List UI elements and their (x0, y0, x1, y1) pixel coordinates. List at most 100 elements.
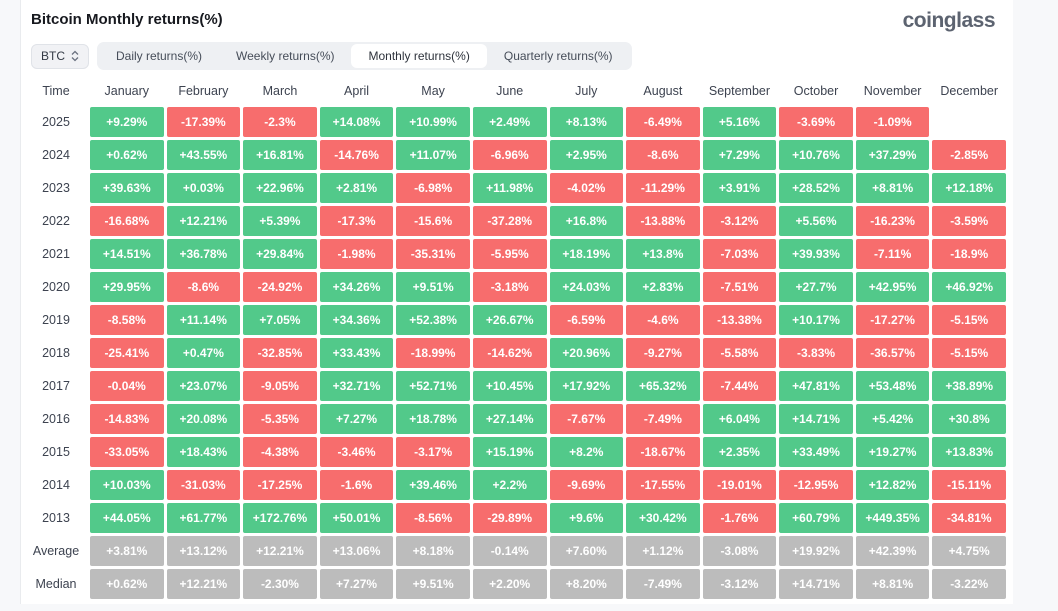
column-header-march: March (262, 84, 298, 98)
return-cell: +11.14% (166, 305, 241, 335)
return-cell: -5.95% (472, 239, 547, 269)
return-cell: +8.20% (549, 569, 624, 599)
return-cell: -11.29% (626, 173, 700, 203)
page-header: Bitcoin Monthly returns(%) coinglass (21, 0, 1013, 33)
return-cell: +2.81% (319, 173, 394, 203)
return-cell: -35.31% (396, 239, 470, 269)
return-cell: +16.81% (243, 140, 317, 170)
return-cell: +2.49% (472, 107, 547, 137)
return-cell: -17.39% (166, 107, 241, 137)
return-cell: +19.92% (779, 536, 853, 566)
table-header-row: Time January February March April May June July… (25, 82, 1006, 100)
return-cell: +9.6% (549, 503, 624, 533)
coinglass-logo[interactable]: coinglass (902, 9, 996, 32)
return-cell: -9.27% (626, 338, 700, 368)
column-header-january: January (104, 84, 150, 98)
symbol-selector-value: BTC (41, 49, 65, 63)
column-header-april: April (344, 84, 370, 98)
return-cell: -14.62% (472, 338, 547, 368)
return-cell: -4.02% (549, 173, 624, 203)
return-cell: +8.2% (549, 437, 624, 467)
return-cell: +12.82% (855, 470, 930, 500)
row-label-2018: 2018 (42, 346, 70, 360)
return-cell: -9.05% (243, 371, 317, 401)
column-header-october: October (793, 84, 839, 98)
row-label-2015: 2015 (42, 445, 70, 459)
return-cell: +2.35% (702, 437, 777, 467)
return-cell: -8.58% (90, 305, 164, 335)
return-cell: -24.92% (243, 272, 317, 302)
row-label-2022: 2022 (42, 214, 70, 228)
tab-daily[interactable]: Daily returns(%) (116, 49, 203, 63)
return-cell: +2.95% (549, 140, 624, 170)
return-cell: +65.32% (626, 371, 700, 401)
table-row: Median +0.62% +12.21% -2.30% +7.27% +9.51% +2.… (25, 569, 1006, 599)
return-cell: -4.38% (243, 437, 317, 467)
return-cell: +11.07% (396, 140, 470, 170)
return-cell: -6.98% (396, 173, 470, 203)
content-panel: Bitcoin Monthly returns(%) coinglass BTC… (20, 0, 1013, 604)
tab-quarterly[interactable]: Quarterly returns(%) (503, 49, 613, 63)
return-cell: -13.38% (702, 305, 777, 335)
return-cell: -5.58% (702, 338, 777, 368)
return-cell: +9.51% (396, 272, 470, 302)
return-cell: +39.93% (779, 239, 853, 269)
return-cell: -7.67% (549, 404, 624, 434)
return-cell: +34.26% (319, 272, 394, 302)
return-cell: -3.17% (396, 437, 470, 467)
return-cell: +0.47% (166, 338, 241, 368)
row-label-2025: 2025 (42, 115, 70, 129)
return-cell: -5.15% (932, 338, 1006, 368)
tab-monthly[interactable]: Monthly returns(%) (351, 44, 487, 68)
table-row: 2013 +44.05% +61.77% +172.76% +50.01% -8.56% -… (25, 503, 1006, 533)
return-cell: -9.69% (549, 470, 624, 500)
return-cell: -3.83% (779, 338, 853, 368)
return-cell: +8.81% (855, 569, 930, 599)
return-cell: -3.59% (932, 206, 1006, 236)
return-cell: +20.08% (166, 404, 241, 434)
return-cell: +8.13% (549, 107, 624, 137)
table-row: 2016 -14.83% +20.08% -5.35% +7.27% +18.78% +27… (25, 404, 1006, 434)
return-cell: -8.6% (626, 140, 700, 170)
return-cell: -7.51% (702, 272, 777, 302)
return-cell: +16.8% (549, 206, 624, 236)
return-cell: -8.6% (166, 272, 241, 302)
tab-weekly[interactable]: Weekly returns(%) (236, 49, 335, 63)
return-cell: +38.89% (932, 371, 1006, 401)
return-cell: +14.51% (90, 239, 164, 269)
return-cell: -1.6% (319, 470, 394, 500)
return-cell: +19.27% (855, 437, 930, 467)
column-header-may: May (421, 84, 445, 98)
return-cell: +449.35% (855, 503, 930, 533)
return-cell: +12.18% (932, 173, 1006, 203)
row-label-median: Median (35, 577, 77, 591)
return-cell: +20.96% (549, 338, 624, 368)
return-cell: -0.14% (472, 536, 547, 566)
column-header-september: September (708, 84, 771, 98)
return-cell: -18.99% (396, 338, 470, 368)
return-cell: +14.71% (779, 404, 853, 434)
return-cell: -18.67% (626, 437, 700, 467)
return-cell: +1.12% (626, 536, 700, 566)
return-cell: -3.22% (932, 569, 1006, 599)
return-cell: +18.78% (396, 404, 470, 434)
table-row: 2017 -0.04% +23.07% -9.05% +32.71% +52.71% +10… (25, 371, 1006, 401)
row-label-average: Average (32, 544, 80, 558)
return-cell: +32.71% (319, 371, 394, 401)
symbol-selector[interactable]: BTC (31, 43, 89, 69)
return-cell: -2.30% (243, 569, 317, 599)
return-cell: +13.8% (626, 239, 700, 269)
return-cell: -7.49% (626, 404, 700, 434)
table-row: 2019 -8.58% +11.14% +7.05% +34.36% +52.38% +26… (25, 305, 1006, 335)
return-cell: +37.29% (855, 140, 930, 170)
return-cell: +14.71% (779, 569, 853, 599)
return-cell: -25.41% (90, 338, 164, 368)
return-cell: +17.92% (549, 371, 624, 401)
return-cell: -2.85% (932, 140, 1006, 170)
table-row: 2021 +14.51% +36.78% +29.84% -1.98% -35.31% -5… (25, 239, 1006, 269)
return-cell: +9.29% (90, 107, 164, 137)
return-cell: -5.35% (243, 404, 317, 434)
return-cell: +2.2% (472, 470, 547, 500)
return-cell: -14.83% (90, 404, 164, 434)
return-cell: +47.81% (779, 371, 853, 401)
